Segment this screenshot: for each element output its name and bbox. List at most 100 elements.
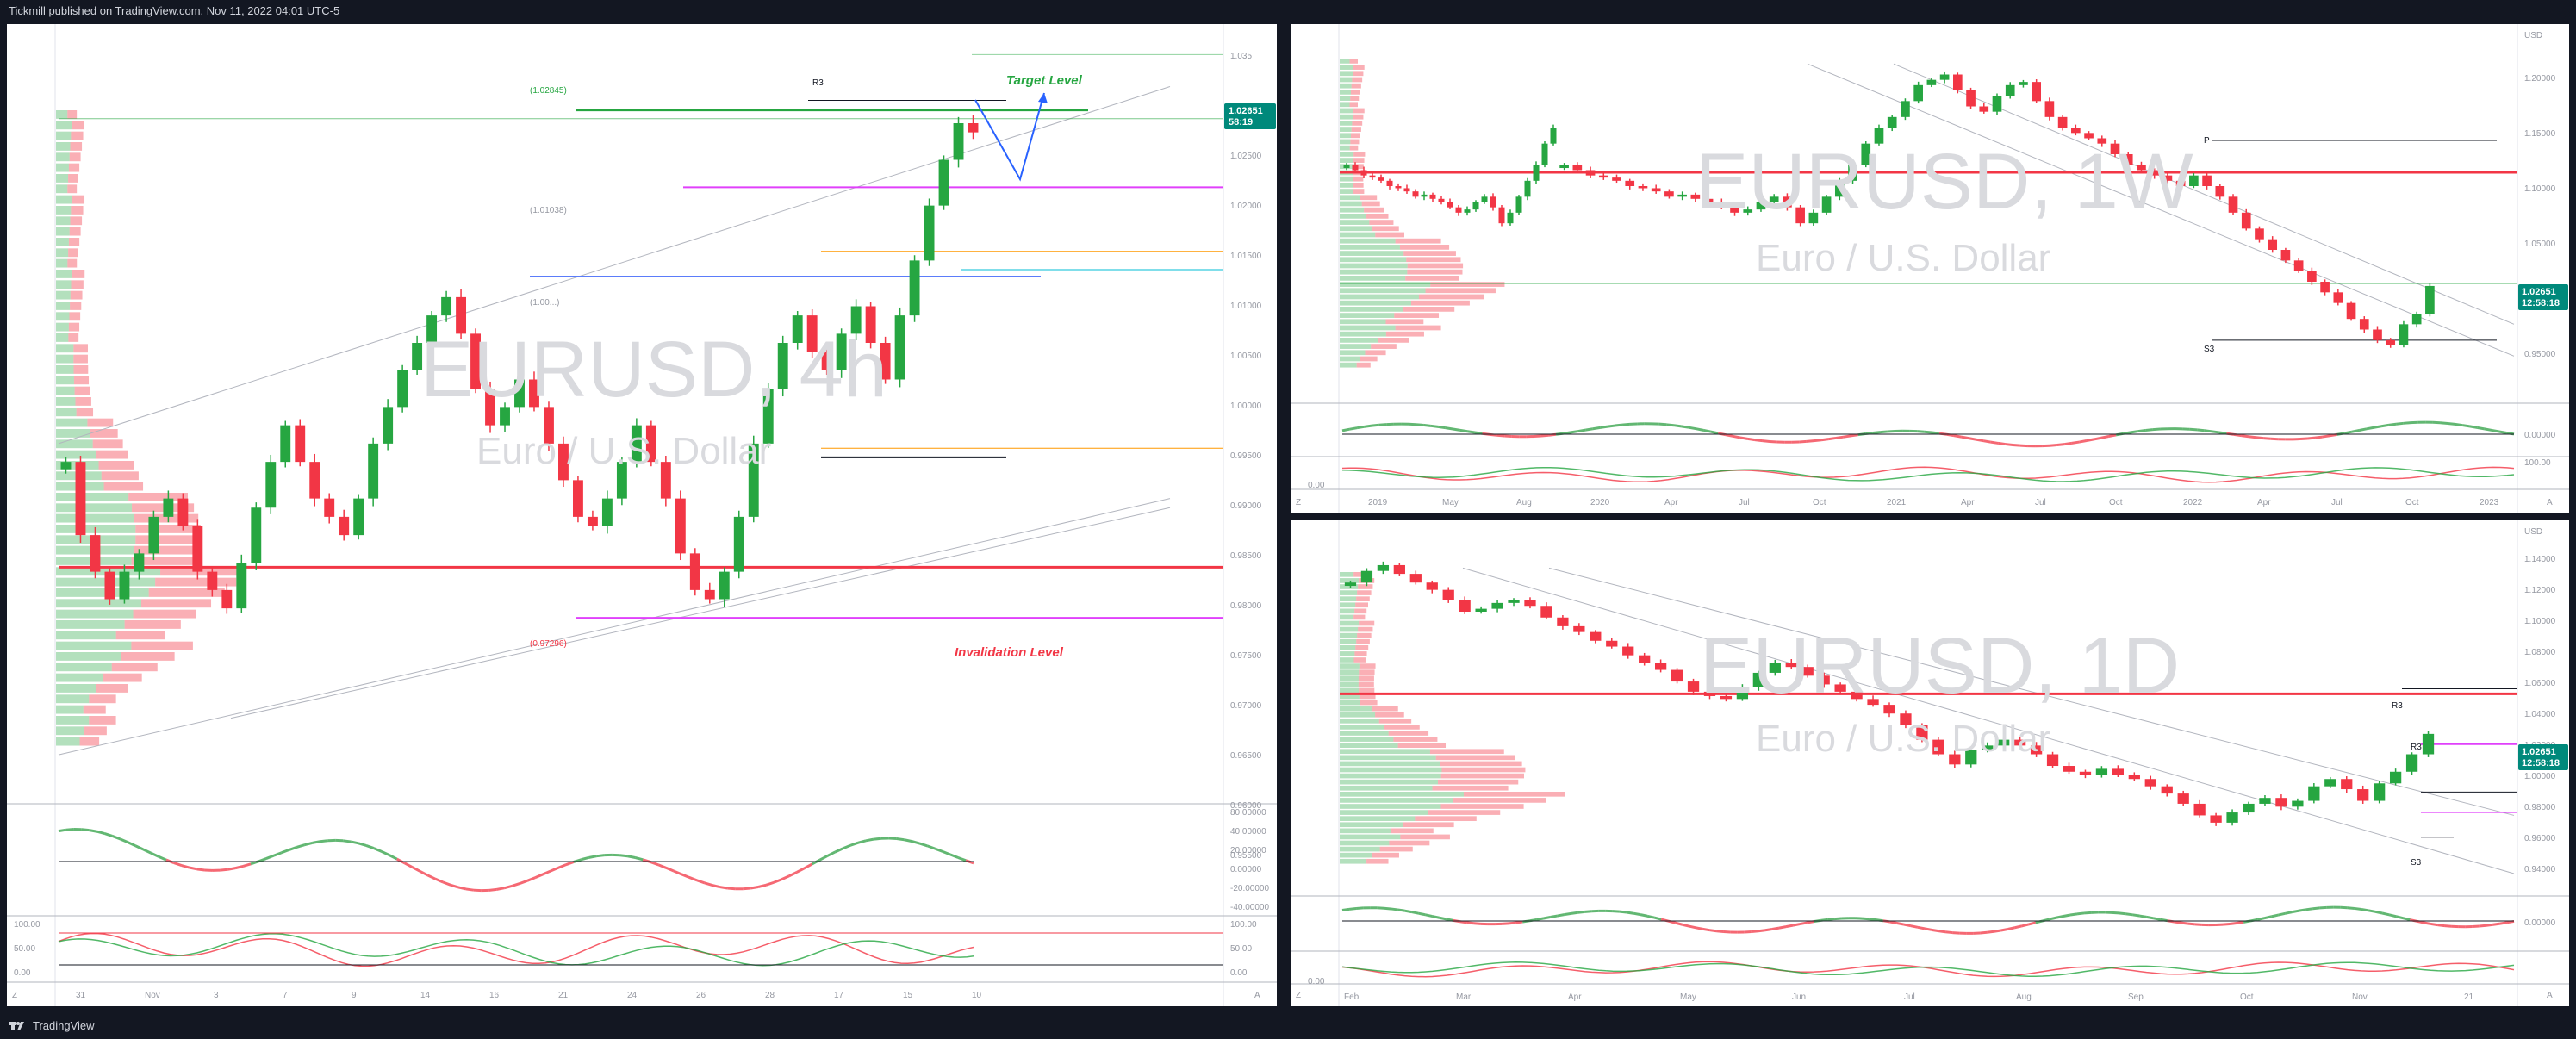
- price-tick-label: 1.04000: [2524, 710, 2556, 719]
- candle-body: [1442, 589, 1454, 600]
- rsi-segment: [426, 874, 436, 880]
- candle-body: [1916, 725, 1928, 740]
- reset-scale-button-1d[interactable]: Z: [1296, 991, 1301, 1000]
- profile-bar-up: [1340, 798, 1453, 803]
- chart-panel-4h[interactable]: 1.0351.030001.025001.020001.015001.01000…: [7, 24, 1277, 1006]
- profile-bar-down: [1430, 282, 1505, 287]
- price-tick-label: 1.01500: [1230, 252, 1262, 261]
- profile-bar-down: [68, 322, 80, 332]
- price-tick-label: 0.98500: [1230, 551, 1262, 561]
- osc2-left-tick: 100.00: [14, 920, 40, 930]
- rsi-segment: [65, 828, 74, 831]
- profile-bar-down: [1349, 59, 1358, 64]
- candle-body: [2137, 165, 2146, 171]
- candle-body: [1403, 188, 1410, 192]
- candle-body: [236, 563, 247, 609]
- date-tick-label: 2020: [1590, 498, 1610, 507]
- candle-body: [1998, 739, 2010, 746]
- chart-1d-svg[interactable]: 1.14000 1.12000 1.10000 1.08000 1.06000 1.040…: [1291, 520, 2569, 1006]
- rsi-segment: [1592, 426, 1601, 431]
- profile-bar-up: [1340, 590, 1358, 595]
- currency-label-1w: USD: [2524, 31, 2542, 40]
- rsi-segment: [581, 855, 590, 862]
- rsi-segment: [2139, 914, 2147, 918]
- profile-bar-down: [1428, 810, 1501, 815]
- candle-body: [2215, 186, 2225, 197]
- rsi-segment: [296, 843, 306, 849]
- profile-bar-up: [1340, 108, 1353, 114]
- rsi-segment: [242, 862, 252, 868]
- profile-bar-down: [1353, 189, 1365, 194]
- rsi-segment: [1411, 911, 1419, 915]
- candle-body: [1475, 608, 1487, 612]
- reset-scale-button-1w[interactable]: Z: [1296, 498, 1301, 507]
- rsi-segment: [665, 866, 675, 873]
- rsi-segment: [1910, 924, 1919, 929]
- rsi-segment: [1550, 914, 1558, 918]
- profile-bar-down: [1399, 245, 1450, 250]
- profile-bar-up: [56, 397, 76, 406]
- auto-scale-button-1d[interactable]: A: [2547, 991, 2553, 1000]
- rsi-segment: [2479, 924, 2486, 928]
- candle-body: [2359, 319, 2369, 330]
- chart-1w-svg[interactable]: 1.200001.150001.100001.050001.000000.950…: [1291, 24, 2569, 513]
- candle-body: [1572, 165, 1583, 171]
- profile-bar-down: [73, 344, 88, 353]
- profile-bar-up: [56, 163, 69, 172]
- chart-4h-svg[interactable]: 1.0351.030001.025001.020001.015001.01000…: [7, 24, 1277, 1006]
- profile-bar-up: [1340, 620, 1360, 626]
- rsi-segment: [2492, 428, 2500, 433]
- rsi-segment: [1827, 918, 1835, 921]
- rsi-segment: [650, 861, 659, 867]
- candle-body: [1377, 564, 1390, 571]
- oscillators-4h: 80.00000 40.00000 20.00000 0.00000 -20.00000…: [14, 808, 1269, 978]
- rsi-segment: [750, 886, 759, 890]
- date-tick-label: Jul: [2035, 498, 2046, 507]
- candle-body: [2161, 786, 2173, 794]
- candle-body: [645, 425, 656, 463]
- profile-bar-up: [1340, 307, 1403, 312]
- profile-bar-down: [160, 567, 246, 576]
- profile-bar-down: [1356, 596, 1370, 601]
- date-tick-label: 2023: [2480, 498, 2499, 507]
- profile-bar-down: [1385, 319, 1424, 325]
- rsi-segment: [2174, 920, 2181, 924]
- profile-bar-up: [1340, 344, 1372, 349]
- profile-bar-up: [56, 588, 149, 597]
- profile-bar-down: [128, 493, 189, 501]
- oscillator-signal-line: [1341, 961, 2515, 977]
- date-tick-label: Mar: [1456, 992, 1472, 1002]
- candle-body: [894, 315, 905, 380]
- profile-bar-down: [1360, 700, 1378, 706]
- profile-bar-up: [1340, 288, 1426, 294]
- r3-label: R3: [812, 78, 824, 88]
- rsi-segment: [96, 830, 105, 835]
- candle-body: [1573, 625, 1585, 632]
- profile-bar-down: [1360, 195, 1378, 201]
- rsi-segment: [1702, 428, 1711, 433]
- rsi-segment: [1733, 434, 1741, 439]
- profile-bar-down: [1353, 657, 1366, 663]
- candle-body: [383, 407, 394, 444]
- candle-body: [2280, 250, 2291, 261]
- profile-bar-up: [1340, 773, 1441, 779]
- time-axis-4h: 31 Nov 3 7 9 14 16 21 24 26 28 17 15 10: [76, 991, 982, 1000]
- auto-scale-button-1w[interactable]: A: [2547, 498, 2553, 507]
- rsi-segment: [1799, 439, 1807, 444]
- profile-bar-down: [1415, 816, 1477, 821]
- date-tick-label: 2019: [1368, 498, 1388, 507]
- profile-bar-down: [1350, 139, 1360, 145]
- profile-bar-down: [1407, 269, 1463, 275]
- candle-body: [865, 306, 876, 343]
- rsi-segment: [2472, 924, 2480, 929]
- price-tick-label: 0.95500: [1230, 851, 1262, 861]
- reset-scale-button[interactable]: Z: [12, 991, 17, 1000]
- rsi-segment: [2132, 913, 2140, 918]
- candle-body: [587, 516, 598, 526]
- chart-panel-1w[interactable]: 1.200001.150001.100001.050001.000000.950…: [1291, 24, 2569, 513]
- candle-body: [2046, 754, 2059, 767]
- chart-panel-1d[interactable]: 1.14000 1.12000 1.10000 1.08000 1.06000 1.040…: [1291, 520, 2569, 1006]
- candle-body: [1606, 640, 1618, 647]
- auto-scale-button[interactable]: A: [1254, 991, 1260, 1000]
- profile-bar-up: [56, 705, 84, 714]
